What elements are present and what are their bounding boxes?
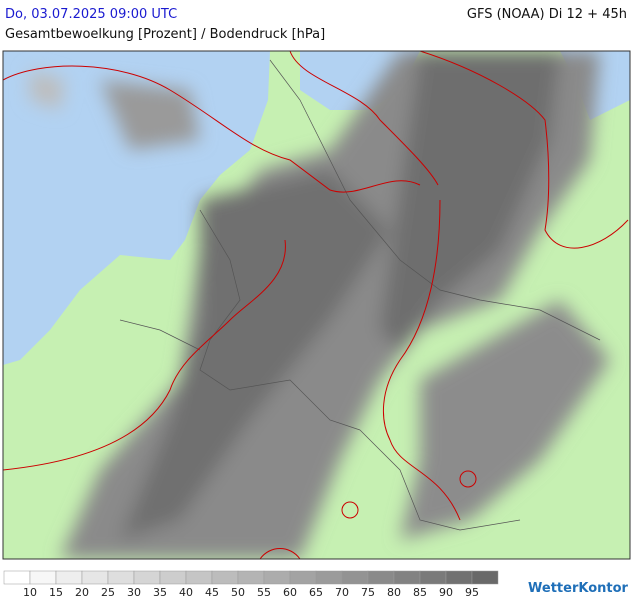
legend-label: 55 [257, 586, 271, 599]
left-title: Do, 03.07.2025 09:00 UTC [5, 7, 178, 22]
legend-swatch [3, 570, 31, 585]
legend-swatch [471, 570, 499, 585]
legend-label: 20 [75, 586, 89, 599]
legend-swatch [315, 570, 343, 585]
legend-swatch [367, 570, 395, 585]
legend-label: 75 [361, 586, 375, 599]
legend-swatch [211, 570, 239, 585]
legend-swatch [445, 570, 473, 585]
legend-label: 95 [465, 586, 479, 599]
legend-swatch [263, 570, 291, 585]
legend-label: 45 [205, 586, 219, 599]
cloud-cover [30, 51, 610, 559]
legend-swatch [237, 570, 265, 585]
legend-label: 85 [413, 586, 427, 599]
legend-label: 10 [23, 586, 37, 599]
legend-label: 30 [127, 586, 141, 599]
legend-label: 40 [179, 586, 193, 599]
legend-label: 70 [335, 586, 349, 599]
legend-label: 35 [153, 586, 167, 599]
right-title: GFS (NOAA) Di 12 + 45h [466, 7, 627, 22]
legend-label: 90 [439, 586, 453, 599]
map-area [3, 51, 630, 559]
legend-swatch [419, 570, 447, 585]
legend-label: 25 [101, 586, 115, 599]
legend-label: 50 [231, 586, 245, 599]
legend-swatch [107, 570, 135, 585]
legend-swatch [133, 570, 161, 585]
legend-swatch [81, 570, 109, 585]
borders [119, 59, 601, 531]
legend-swatch [341, 570, 369, 585]
legend-swatch [393, 570, 421, 585]
isobars [3, 51, 629, 559]
legend-label: 80 [387, 586, 401, 599]
legend-label: 15 [49, 586, 63, 599]
legend-swatch [159, 570, 187, 585]
legend-swatch [55, 570, 83, 585]
legend-swatch [289, 570, 317, 585]
logo: WetterKontor [528, 581, 629, 596]
legend-swatch [185, 570, 213, 585]
legend-swatch [29, 570, 57, 585]
legend: 10 15 20 25 30 35 40 45 50 55 60 65 70 75 80 85 90 95 [3, 570, 499, 599]
legend-label: 60 [283, 586, 297, 599]
subtitle: Gesamtbewoelkung [Prozent] / Bodendruck … [5, 27, 326, 42]
legend-label: 65 [309, 586, 323, 599]
